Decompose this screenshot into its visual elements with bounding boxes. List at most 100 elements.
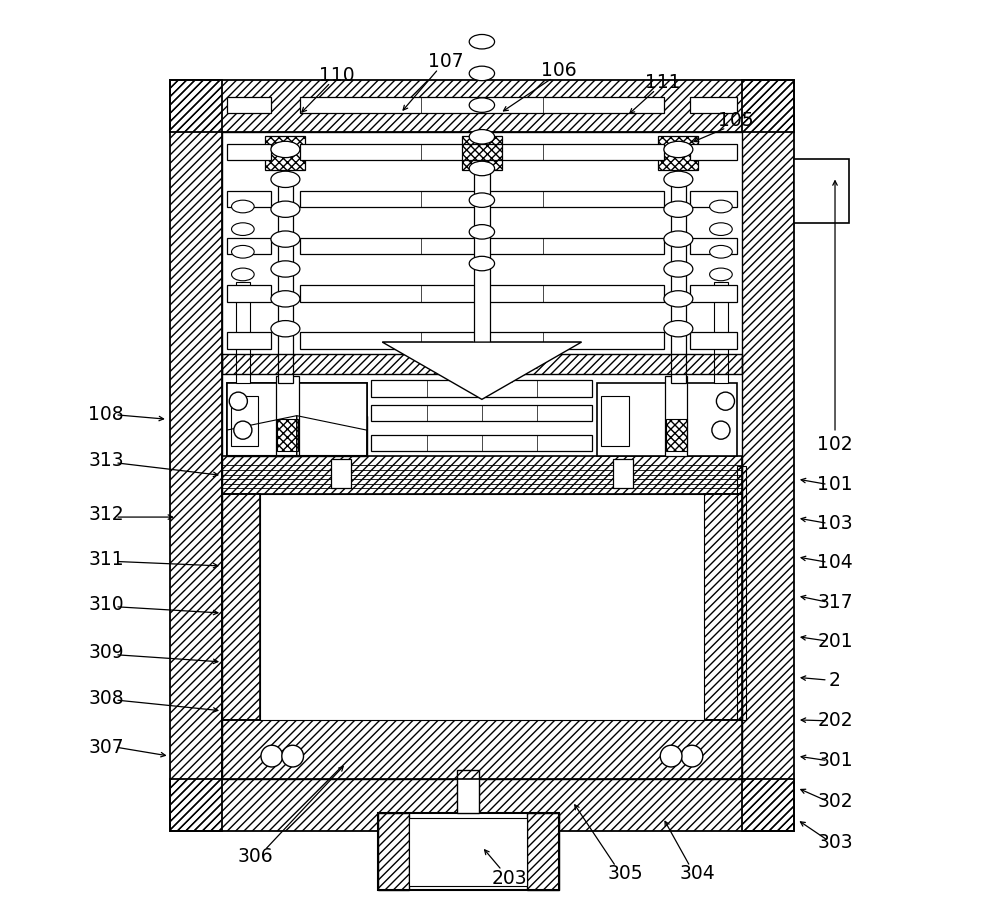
Bar	[794, 159, 849, 223]
Text: 103: 103	[817, 514, 853, 533]
Ellipse shape	[232, 268, 254, 281]
Bar	[260, 494, 704, 720]
Bar	[690, 285, 737, 302]
Bar	[474, 173, 490, 354]
Circle shape	[234, 421, 252, 439]
Ellipse shape	[469, 225, 495, 239]
Bar	[690, 144, 737, 160]
Bar	[227, 97, 271, 113]
Circle shape	[282, 745, 304, 767]
Ellipse shape	[469, 97, 495, 112]
Bar	[378, 814, 559, 890]
Bar	[170, 779, 794, 831]
Bar	[227, 144, 271, 160]
Bar	[300, 333, 664, 349]
Ellipse shape	[664, 201, 693, 218]
Ellipse shape	[469, 35, 495, 49]
Bar	[227, 191, 271, 208]
Ellipse shape	[271, 261, 300, 277]
Circle shape	[261, 745, 283, 767]
Bar	[231, 395, 258, 446]
Ellipse shape	[232, 245, 254, 258]
Bar	[742, 80, 794, 831]
Text: 306: 306	[238, 847, 273, 866]
Ellipse shape	[664, 291, 693, 307]
Bar	[742, 466, 746, 720]
Bar	[265, 136, 305, 170]
Bar	[222, 494, 260, 720]
Bar	[704, 494, 742, 720]
Text: 101: 101	[817, 475, 853, 494]
Text: 107: 107	[428, 52, 463, 71]
Bar	[236, 281, 250, 383]
Text: 108: 108	[88, 405, 124, 425]
Text: 304: 304	[680, 865, 715, 884]
Text: 105: 105	[718, 111, 753, 130]
Bar	[378, 814, 409, 890]
Ellipse shape	[271, 291, 300, 307]
Text: 309: 309	[88, 643, 124, 662]
Bar	[671, 173, 686, 383]
Bar	[300, 238, 664, 254]
Bar	[170, 80, 222, 831]
Ellipse shape	[469, 193, 495, 208]
Bar	[277, 419, 298, 451]
Bar	[690, 97, 737, 113]
Ellipse shape	[710, 200, 732, 213]
Text: 317: 317	[817, 593, 853, 611]
Ellipse shape	[664, 231, 693, 247]
Ellipse shape	[271, 231, 300, 247]
Bar	[371, 404, 592, 421]
Ellipse shape	[710, 245, 732, 258]
Bar	[601, 395, 629, 446]
Bar	[597, 383, 737, 456]
Text: 2: 2	[829, 670, 841, 690]
Text: 111: 111	[645, 73, 681, 92]
Ellipse shape	[271, 201, 300, 218]
Bar	[300, 97, 664, 113]
Bar	[300, 144, 664, 160]
Ellipse shape	[664, 171, 693, 188]
Bar	[331, 459, 351, 488]
Text: 110: 110	[319, 66, 355, 85]
Bar	[278, 173, 293, 383]
Ellipse shape	[664, 321, 693, 337]
Text: 302: 302	[817, 792, 853, 811]
Ellipse shape	[469, 256, 495, 271]
Bar	[462, 136, 502, 170]
Text: 201: 201	[817, 631, 853, 650]
Ellipse shape	[710, 223, 732, 235]
Text: 203: 203	[491, 869, 527, 888]
Bar	[690, 333, 737, 349]
Bar	[222, 456, 742, 494]
Bar	[300, 191, 664, 208]
Polygon shape	[382, 343, 581, 399]
Text: 106: 106	[541, 61, 577, 80]
Bar	[222, 132, 742, 779]
Bar	[227, 238, 271, 254]
Text: 301: 301	[817, 752, 853, 770]
Bar	[222, 720, 742, 779]
Text: 303: 303	[817, 833, 853, 852]
Ellipse shape	[271, 171, 300, 188]
Bar	[227, 383, 367, 456]
Text: 312: 312	[88, 505, 124, 524]
Bar	[690, 191, 737, 208]
Circle shape	[716, 392, 735, 410]
Text: 310: 310	[88, 596, 124, 614]
Bar	[222, 354, 742, 374]
Circle shape	[712, 421, 730, 439]
Bar	[665, 376, 687, 456]
Bar	[227, 333, 271, 349]
Bar	[690, 238, 737, 254]
Bar	[409, 818, 527, 885]
Bar	[371, 381, 592, 396]
Bar	[714, 281, 728, 383]
Bar	[227, 285, 271, 302]
Polygon shape	[491, 343, 581, 352]
Text: 313: 313	[88, 451, 124, 469]
Text: 307: 307	[88, 738, 124, 756]
Bar	[227, 415, 367, 456]
Ellipse shape	[232, 223, 254, 235]
Bar	[658, 136, 698, 170]
